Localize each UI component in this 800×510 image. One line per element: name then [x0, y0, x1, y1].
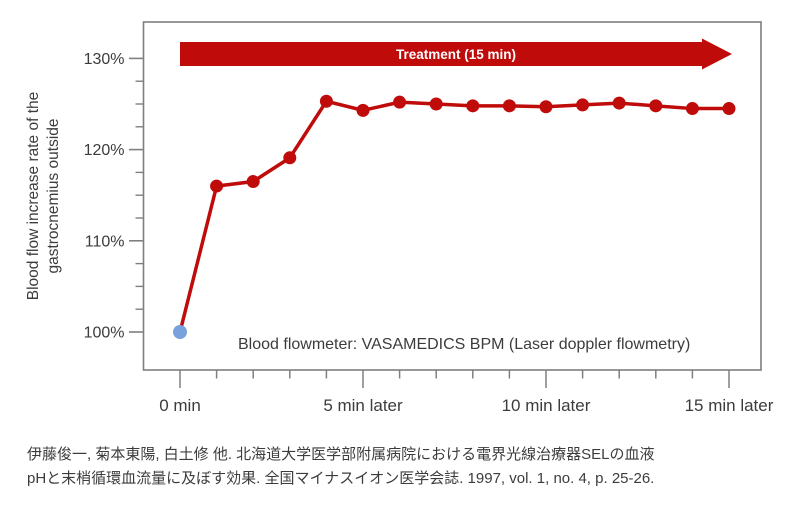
data-point: [466, 99, 480, 113]
data-point: [246, 175, 260, 189]
citation-line-1: 伊藤俊一, 菊本東陽, 白土修 他. 北海道大学医学部附属病院における電界光線治…: [27, 446, 655, 463]
x-tick-label: 10 min later: [502, 396, 591, 415]
data-point: [210, 179, 224, 193]
x-tick-label: 5 min later: [323, 396, 403, 415]
data-point: [612, 96, 626, 110]
y-tick-label: 120%: [84, 142, 125, 159]
x-tick-label: 15 min later: [685, 396, 774, 415]
data-point: [429, 97, 443, 111]
y-tick-label: 100%: [84, 325, 125, 342]
baseline-data-point: [173, 325, 187, 339]
data-point: [722, 102, 736, 116]
data-point: [393, 95, 407, 109]
data-point: [283, 151, 297, 165]
flowmeter-annotation: Blood flowmeter: VASAMEDICS BPM (Laser d…: [238, 336, 690, 353]
chart-svg: 100% 110% 120% 130% 0 min 5 min later 10 min l…: [25, 21, 774, 415]
data-point: [539, 100, 553, 114]
y-tick-label: 110%: [85, 233, 125, 250]
data-point: [685, 102, 699, 116]
y-axis-title: Blood flow increase rate of the gastrocne…: [25, 92, 62, 301]
x-tick-label: 0 min: [159, 396, 201, 415]
treatment-banner-label: Treatment (15 min): [396, 47, 516, 62]
citation-line-2: pHと末梢循環血流量に及ぼす効果. 全国マイナスイオン医学会誌. 1997, v…: [27, 470, 655, 487]
data-point: [649, 99, 663, 113]
treatment-arrow: [180, 38, 732, 70]
citation: 伊藤俊一, 菊本東陽, 白土修 他. 北海道大学医学部附属病院における電界光線治…: [27, 443, 777, 491]
series-line: [178, 99, 729, 333]
y-tick-label: 130%: [84, 51, 125, 68]
data-point: [576, 98, 590, 112]
data-point: [356, 103, 370, 117]
data-point: [502, 99, 516, 113]
plot-border: [142, 21, 762, 371]
data-point: [319, 94, 333, 108]
